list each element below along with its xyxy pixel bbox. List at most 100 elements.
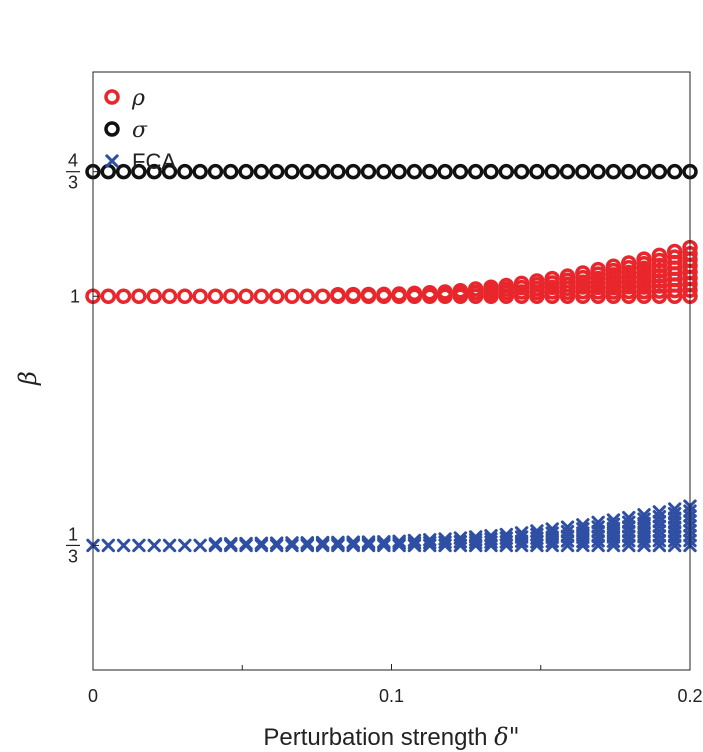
data-point-stroke: [652, 533, 667, 548]
data-point-stroke: [530, 527, 544, 542]
data-point: [498, 277, 515, 294]
data-point-stroke: [392, 534, 406, 549]
data-point: [483, 163, 499, 180]
data-point: [377, 535, 391, 549]
data-point-stroke: [667, 538, 682, 553]
data-point-stroke: [285, 538, 299, 553]
data-point: [667, 515, 682, 530]
y-tick-denominator: 3: [68, 173, 78, 193]
data-point-stroke: [606, 513, 621, 527]
data-point: [131, 288, 147, 304]
data-point-stroke: [162, 538, 177, 553]
data-point: [146, 163, 162, 180]
data-point: [622, 529, 636, 543]
legend-marker: [105, 154, 119, 168]
data-point: [606, 517, 621, 531]
data-point-stroke: [407, 533, 422, 548]
data-point: [652, 538, 667, 553]
data-point-stroke: [468, 530, 483, 544]
data-point-stroke: [652, 524, 667, 538]
data-point: [484, 529, 498, 543]
data-point: [376, 163, 392, 180]
data-point-stroke: [438, 535, 452, 549]
legend-label: σ: [132, 118, 148, 143]
data-point: [560, 534, 575, 548]
data-point-stroke: [560, 538, 575, 553]
data-point-stroke: [560, 525, 575, 539]
data-point: [178, 538, 192, 553]
data-point-stroke: [346, 535, 360, 549]
data-point: [514, 530, 529, 544]
data-point: [591, 538, 605, 553]
data-point: [637, 512, 651, 526]
data-point: [666, 163, 683, 180]
data-point: [530, 524, 544, 538]
legend: ρσ FCA: [104, 86, 176, 174]
data-point-stroke: [637, 512, 651, 526]
data-point: [253, 163, 270, 180]
data-point: [667, 502, 682, 516]
data-point: [651, 262, 668, 279]
data-point: [162, 538, 177, 553]
data-point: [360, 286, 377, 303]
data-point: [622, 534, 636, 548]
data-point: [238, 163, 254, 180]
data-point: [651, 247, 668, 264]
data-point: [651, 273, 668, 289]
data-point: [300, 536, 315, 550]
data-point-stroke: [667, 506, 682, 521]
legend-label: ρ: [131, 86, 145, 111]
chart-marks: [85, 163, 698, 553]
data-point: [223, 288, 239, 304]
data-point-stroke: [576, 518, 590, 532]
data-point-stroke: [652, 505, 667, 519]
data-point: [345, 163, 361, 180]
data-point-stroke: [453, 531, 468, 545]
data-point: [224, 537, 238, 551]
data-point-stroke: [667, 502, 682, 516]
data-point: [622, 515, 636, 529]
data-point: [544, 270, 560, 287]
data-point: [161, 288, 178, 304]
data-point: [285, 538, 299, 553]
data-point-stroke: [101, 538, 116, 553]
data-point: [637, 508, 651, 522]
data-point-stroke: [591, 534, 605, 548]
data-point: [560, 520, 575, 534]
data-point: [622, 524, 636, 539]
data-point-stroke: [530, 524, 544, 538]
data-point: [667, 525, 682, 539]
data-point: [467, 163, 484, 180]
data-point: [177, 163, 193, 180]
data-point: [391, 286, 407, 302]
data-point: [499, 527, 514, 542]
data-point-stroke: [254, 536, 269, 551]
data-point: [513, 163, 530, 180]
data-point: [346, 535, 360, 549]
data-point: [575, 265, 591, 281]
data-point-stroke: [545, 526, 559, 540]
data-point: [376, 286, 392, 303]
y-tick-denominator: 3: [68, 546, 78, 566]
data-point: [330, 286, 346, 303]
x-axis: 0 0.1 0.2: [88, 664, 703, 706]
data-point: [622, 520, 636, 534]
data-point: [651, 252, 668, 269]
data-point-stroke: [667, 534, 682, 548]
data-point: [499, 531, 514, 545]
data-point: [115, 163, 132, 180]
data-point-stroke: [514, 526, 529, 540]
data-point: [591, 524, 605, 539]
data-point: [605, 163, 622, 180]
data-point-stroke: [239, 536, 253, 551]
data-point: [146, 288, 162, 304]
data-point: [299, 163, 316, 180]
data-point: [545, 526, 559, 540]
data-point: [423, 535, 437, 550]
data-point: [622, 538, 636, 553]
x-tick-label: 0.1: [379, 686, 404, 706]
data-point: [345, 286, 361, 303]
data-point: [438, 532, 452, 546]
data-point: [559, 163, 576, 180]
data-point: [591, 529, 605, 543]
